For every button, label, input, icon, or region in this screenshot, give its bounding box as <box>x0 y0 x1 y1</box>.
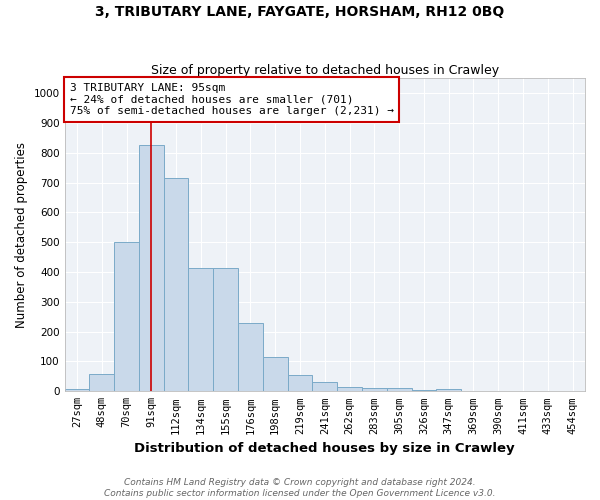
Bar <box>387 388 412 392</box>
Bar <box>65 389 89 392</box>
Bar <box>213 268 238 392</box>
Y-axis label: Number of detached properties: Number of detached properties <box>15 142 28 328</box>
Bar <box>114 242 139 392</box>
Text: 3, TRIBUTARY LANE, FAYGATE, HORSHAM, RH12 0BQ: 3, TRIBUTARY LANE, FAYGATE, HORSHAM, RH1… <box>95 5 505 19</box>
Bar <box>164 178 188 392</box>
Text: Contains HM Land Registry data © Crown copyright and database right 2024.
Contai: Contains HM Land Registry data © Crown c… <box>104 478 496 498</box>
Bar <box>263 357 287 392</box>
Bar <box>287 375 313 392</box>
Bar <box>412 390 436 392</box>
Bar <box>362 388 387 392</box>
Bar <box>313 382 337 392</box>
X-axis label: Distribution of detached houses by size in Crawley: Distribution of detached houses by size … <box>134 442 515 455</box>
Bar <box>337 387 362 392</box>
Bar <box>89 374 114 392</box>
Title: Size of property relative to detached houses in Crawley: Size of property relative to detached ho… <box>151 64 499 77</box>
Bar <box>139 146 164 392</box>
Bar <box>436 389 461 392</box>
Bar <box>238 322 263 392</box>
Bar <box>188 268 213 392</box>
Text: 3 TRIBUTARY LANE: 95sqm
← 24% of detached houses are smaller (701)
75% of semi-d: 3 TRIBUTARY LANE: 95sqm ← 24% of detache… <box>70 83 394 116</box>
